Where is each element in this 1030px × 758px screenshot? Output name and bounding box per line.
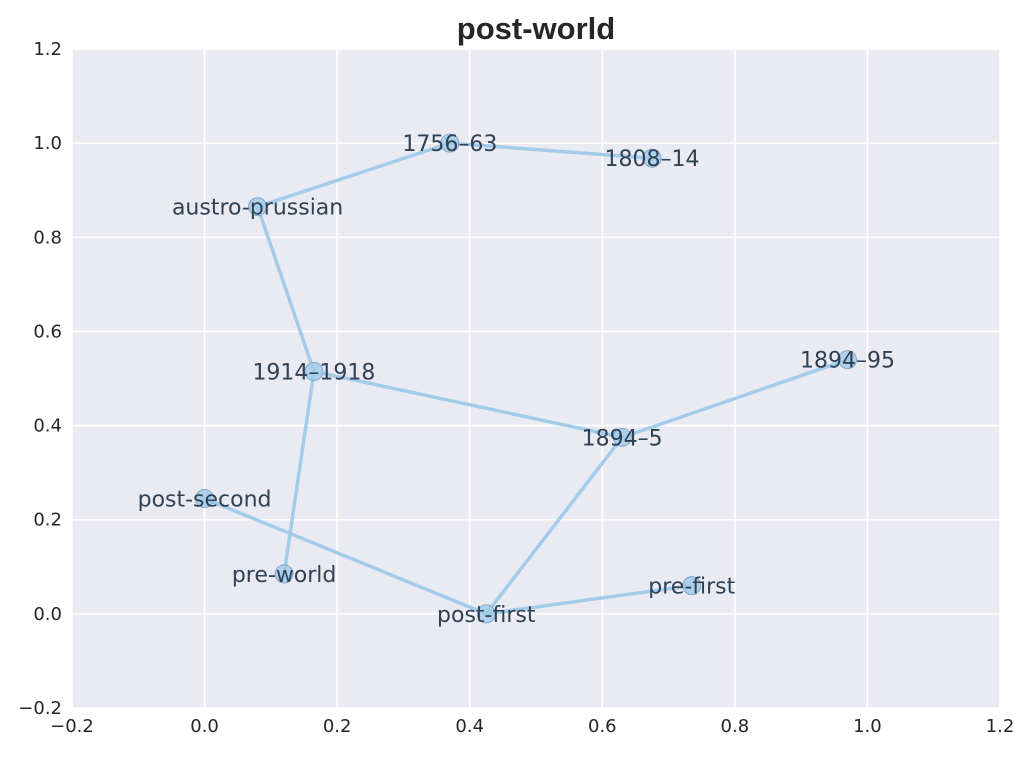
x-tick-label: 0.8 [721, 716, 750, 737]
x-tick-label: 0.2 [323, 716, 352, 737]
point-label: post-second [138, 488, 272, 513]
y-tick-label: −0.2 [18, 698, 62, 719]
edge-line [484, 435, 624, 616]
edge-line [255, 204, 316, 374]
scatter-point [642, 148, 662, 168]
y-axis-ticks: −0.2 0.0 0.2 0.4 0.6 0.8 1.0 1.2 [18, 39, 62, 719]
edges [202, 141, 850, 616]
edge-line [282, 369, 316, 576]
point-label: 1756–63 [402, 132, 497, 157]
y-tick-label: 0.8 [33, 227, 62, 248]
edge-line [312, 369, 624, 440]
point-label: 1808–14 [605, 147, 700, 172]
scatter-point [682, 576, 702, 596]
scatter-point [476, 604, 496, 624]
point-label: post-first [437, 603, 536, 628]
edge-line [255, 141, 452, 209]
x-axis-ticks: −0.2 0.0 0.2 0.4 0.6 0.8 1.0 1.2 [50, 716, 1014, 737]
y-tick-label: 0.0 [33, 604, 62, 625]
scatter-point [612, 427, 632, 447]
scatter-point [304, 361, 324, 381]
x-tick-label: 1.0 [853, 716, 882, 737]
scatter-point [274, 564, 294, 584]
point-labels: 1756–63 1808–14 austro-prussian 1894–95 1914… [138, 132, 895, 628]
y-tick-label: 1.0 [33, 133, 62, 154]
x-tick-label: 1.2 [986, 716, 1015, 737]
points [195, 133, 858, 624]
scatter-point [248, 197, 268, 217]
x-tick-label: −0.2 [50, 716, 94, 737]
x-tick-label: 0.6 [588, 716, 617, 737]
edge-line [484, 583, 694, 616]
grid [71, 48, 1001, 709]
x-tick-label: 0.0 [190, 716, 219, 737]
edge-line [620, 357, 850, 440]
edge-line [448, 141, 654, 160]
point-label: 1894–5 [582, 426, 663, 451]
plot-background [72, 49, 1000, 708]
point-label: 1914–1918 [252, 360, 375, 385]
y-tick-label: 1.2 [33, 39, 62, 60]
chart-title: post-world [457, 11, 615, 46]
y-tick-label: 0.2 [33, 510, 62, 531]
point-label: pre-first [648, 575, 735, 600]
edge-line [202, 496, 489, 616]
scatter-point [838, 350, 858, 370]
point-label: austro-prussian [172, 196, 343, 221]
point-label: 1894–95 [800, 349, 895, 374]
x-tick-label: 0.4 [455, 716, 484, 737]
scatter-point [195, 489, 215, 509]
y-tick-label: 0.4 [33, 416, 62, 437]
y-tick-label: 0.6 [33, 321, 62, 342]
point-label: pre-world [232, 563, 337, 588]
scatter-point [440, 133, 460, 153]
